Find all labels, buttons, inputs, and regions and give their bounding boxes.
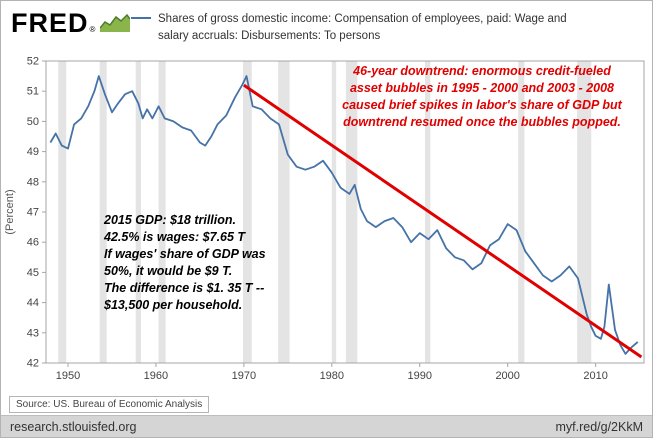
fred-sparkline-icon (100, 13, 131, 32)
x-tick-label: 1980 (320, 370, 344, 382)
recession-band (345, 61, 358, 363)
red-annotation-line: 46-year downtrend: enormous credit-fuele… (353, 64, 611, 78)
red-annotation-line: asset bubbles in 1995 - 2000 and 2003 - … (349, 81, 615, 95)
recession-band (331, 61, 337, 363)
source-note: Source: US. Bureau of Economic Analysis (9, 396, 210, 413)
legend-text-line: salary accruals: Disbursements: To perso… (158, 29, 381, 42)
x-tick-label: 1960 (144, 370, 168, 382)
fred-wordmark: FRED (11, 8, 89, 38)
y-tick-label: 48 (27, 176, 39, 188)
x-tick-label: 1990 (408, 370, 432, 382)
downtrend-line (243, 83, 643, 359)
downtrend-annotation: 46-year downtrend: enormous credit-fuele… (319, 63, 645, 131)
gdp-wages-annotation: 2015 GDP: $18 trillion. 42.5% is wages: $… (104, 212, 266, 314)
black-annotation-line: 50%, it would be $9 T. (104, 264, 233, 278)
chart-legend: Shares of gross domestic income: Compens… (131, 11, 567, 44)
y-tick-label: 46 (27, 237, 39, 249)
y-tick-label: 47 (27, 207, 39, 219)
y-tick-label: 52 (27, 56, 39, 68)
footer-bar: research.stlouisfed.org myf.red/g/2KkM (1, 415, 652, 437)
wage-share-line-chart: 42 43 44 45 46 47 48 49 50 51 52 1950 1960 1970 1980 19… (4, 56, 645, 382)
black-annotation-line: 2015 GDP: $18 trillion. (104, 213, 236, 227)
black-annotation-line: The difference is $1. 35 T -- (104, 281, 265, 295)
red-annotation-line: caused brief spikes in labor's share of … (342, 98, 622, 112)
recession-band (135, 61, 141, 363)
y-tick-label: 45 (27, 267, 39, 279)
series-color-swatch (131, 17, 151, 19)
legend-text-line: Shares of gross domestic income: Compens… (158, 13, 567, 25)
y-axis-title: (Percent) (4, 189, 16, 234)
fred-site-link[interactable]: research.stlouisfed.org (10, 419, 137, 434)
y-tick-label: 43 (27, 327, 39, 339)
recession-band (518, 61, 525, 363)
fred-logo[interactable]: FRED ® (11, 8, 131, 38)
y-tick-label: 44 (27, 297, 39, 309)
x-tick-label: 2010 (583, 370, 607, 382)
registered-trademark-mark: ® (89, 25, 96, 34)
black-annotation-line: 42.5% is wages: $7.65 T (104, 230, 246, 244)
wage-share-series-line (49, 75, 639, 355)
y-tick-label: 50 (27, 116, 39, 128)
series-legend-label: Shares of gross domestic income: Compens… (158, 11, 567, 44)
chart-shortlink[interactable]: myf.red/g/2KkM (555, 419, 643, 434)
y-tick-label: 49 (27, 146, 39, 158)
x-tick-label: 1950 (56, 370, 80, 382)
x-tick-label: 1970 (232, 370, 256, 382)
recession-band (58, 61, 67, 363)
recession-band (99, 61, 107, 363)
y-tick-label: 42 (27, 358, 39, 370)
y-tick-label: 51 (27, 86, 39, 98)
black-annotation-line: If wages' share of GDP was (104, 247, 266, 261)
x-tick-label: 2000 (495, 370, 519, 382)
recession-band (242, 61, 252, 363)
recession-band (158, 61, 166, 363)
recession-band (278, 61, 290, 363)
red-annotation-line: downtrend resumed once the bubbles poppe… (343, 115, 621, 129)
black-annotation-line: $13,500 per household. (104, 298, 243, 312)
